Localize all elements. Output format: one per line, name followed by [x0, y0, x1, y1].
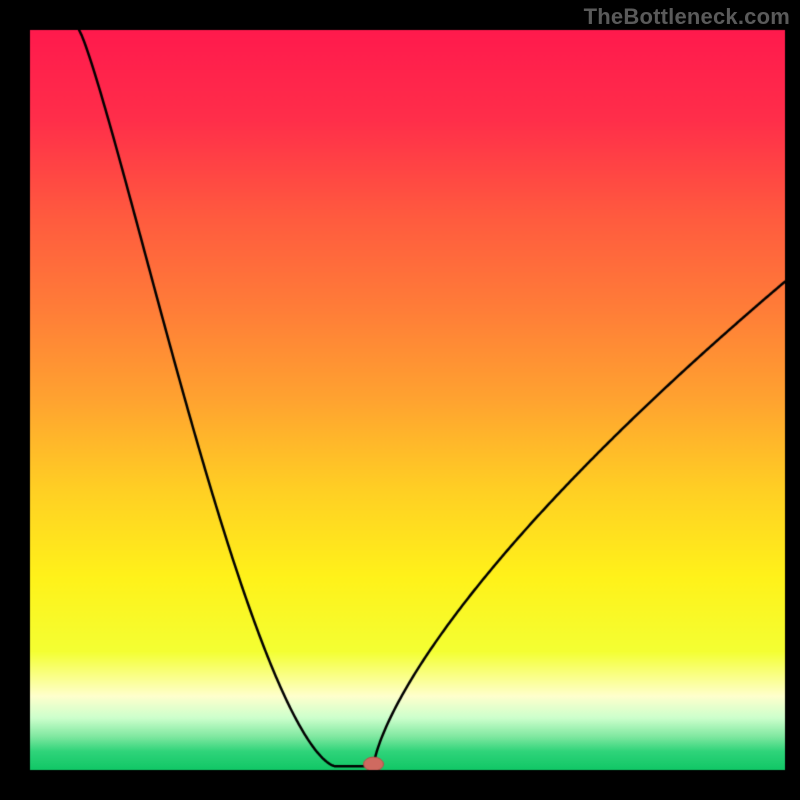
chart-stage: TheBottleneck.com — [0, 0, 800, 800]
bottleneck-chart-canvas — [0, 0, 800, 800]
